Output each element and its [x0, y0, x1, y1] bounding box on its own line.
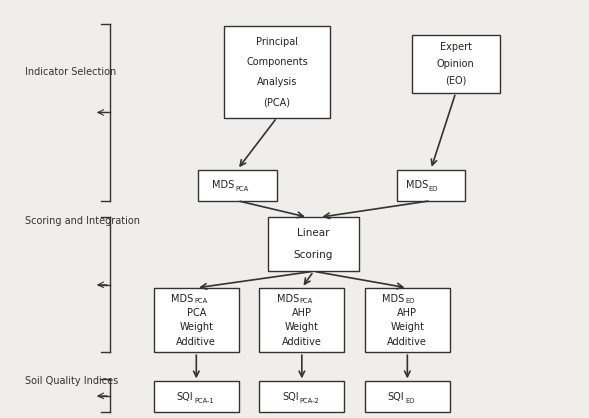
Text: Scoring and Integration: Scoring and Integration [25, 217, 140, 227]
FancyBboxPatch shape [365, 288, 450, 352]
Text: Expert: Expert [440, 42, 472, 52]
FancyBboxPatch shape [224, 26, 330, 117]
Text: Principal: Principal [256, 36, 298, 46]
Text: MDS: MDS [406, 180, 428, 190]
Text: Opinion: Opinion [437, 59, 475, 69]
Text: MDS: MDS [171, 293, 193, 303]
FancyBboxPatch shape [259, 381, 345, 413]
FancyBboxPatch shape [198, 170, 277, 201]
Text: EO: EO [405, 298, 415, 304]
Text: PCA: PCA [187, 308, 206, 318]
Text: Additive: Additive [388, 336, 427, 347]
Text: EO: EO [405, 398, 415, 404]
Text: SQI: SQI [177, 392, 193, 402]
Text: Additive: Additive [282, 336, 322, 347]
FancyBboxPatch shape [154, 288, 239, 352]
Text: Components: Components [246, 57, 308, 67]
Text: (EO): (EO) [445, 75, 466, 85]
Text: AHP: AHP [292, 308, 312, 318]
Text: Linear: Linear [297, 229, 330, 239]
FancyBboxPatch shape [365, 381, 450, 413]
Text: (PCA): (PCA) [263, 97, 290, 107]
Text: MDS: MDS [212, 180, 234, 190]
Text: Weight: Weight [391, 322, 424, 332]
FancyBboxPatch shape [154, 381, 239, 413]
Text: PCA-1: PCA-1 [194, 398, 214, 404]
Text: Analysis: Analysis [257, 77, 297, 87]
Text: Soil Quality Indices: Soil Quality Indices [25, 376, 118, 386]
Text: Additive: Additive [176, 336, 216, 347]
Text: PCA: PCA [299, 298, 313, 304]
FancyBboxPatch shape [259, 288, 345, 352]
Text: Weight: Weight [179, 322, 213, 332]
Text: EO: EO [428, 186, 438, 192]
Text: PCA: PCA [194, 298, 207, 304]
Text: Indicator Selection: Indicator Selection [25, 67, 116, 77]
Text: MDS: MDS [277, 293, 299, 303]
Text: PCA: PCA [235, 186, 248, 192]
FancyBboxPatch shape [268, 217, 359, 271]
FancyBboxPatch shape [397, 170, 465, 201]
Text: Weight: Weight [285, 322, 319, 332]
FancyBboxPatch shape [412, 35, 499, 93]
Text: AHP: AHP [398, 308, 418, 318]
Text: Scoring: Scoring [294, 250, 333, 260]
Text: MDS: MDS [382, 293, 405, 303]
Text: PCA-2: PCA-2 [299, 398, 319, 404]
Text: SQI: SQI [282, 392, 299, 402]
Text: SQI: SQI [388, 392, 405, 402]
